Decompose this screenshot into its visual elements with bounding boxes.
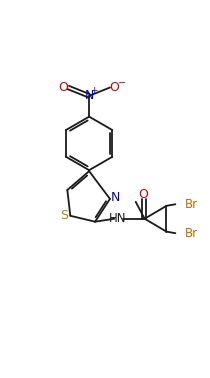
- Text: −: −: [118, 77, 126, 88]
- Text: S: S: [60, 209, 68, 222]
- Text: Br: Br: [185, 198, 198, 211]
- Text: O: O: [139, 188, 149, 201]
- Text: O: O: [109, 81, 119, 94]
- Text: +: +: [90, 86, 98, 95]
- Text: N: N: [111, 191, 120, 204]
- Text: N: N: [84, 89, 94, 102]
- Text: HN: HN: [109, 212, 127, 225]
- Text: Br: Br: [185, 227, 198, 240]
- Text: O: O: [58, 81, 68, 94]
